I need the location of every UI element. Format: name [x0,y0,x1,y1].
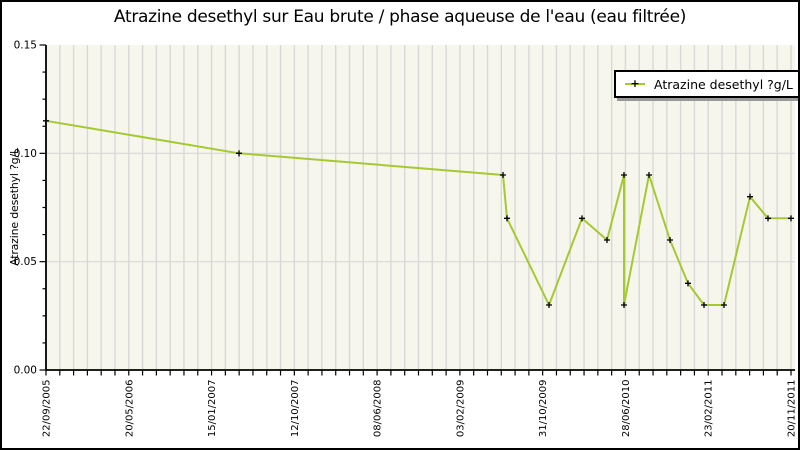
legend-series-marker-icon: + [625,78,645,90]
x-tick-labels: 22/09/2005 20/05/2006 15/01/2007 12/10/2007… [42,380,798,438]
x-tick-label: 22/09/2005 [42,380,53,438]
legend-plus-marker-icon: + [630,77,640,90]
x-tick-label: 20/05/2006 [124,380,135,438]
horizontal-gridlines [46,152,795,263]
y-ticks [39,44,46,371]
x-tick-label: 31/10/2009 [538,380,549,438]
y-tick-label: 0.15 [14,40,37,52]
x-tick-label: 03/02/2009 [455,380,466,438]
data-point-markers [43,117,794,308]
legend: + Atrazine desethyl ?g/L [614,70,798,98]
x-tick-label: 08/06/2008 [373,380,384,438]
vertical-gridlines [59,45,792,370]
chart-title: Atrazine desethyl sur Eau brute / phase … [113,7,687,27]
x-tick-label: 12/10/2007 [290,380,301,438]
x-tick-label: 23/02/2011 [704,380,715,438]
y-tick-label: 0.00 [14,365,37,377]
y-tick-label: 0.05 [14,256,37,268]
x-tick-label: 20/11/2011 [787,380,798,438]
y-tick-label: 0.10 [14,148,37,160]
x-tick-label: 15/01/2007 [207,380,218,438]
y-tick-labels: 0.00 0.05 0.10 0.15 [14,40,37,377]
legend-line-swatch [625,83,645,85]
x-tick-label: 28/06/2010 [621,380,632,438]
legend-label: Atrazine desethyl ?g/L [654,76,793,92]
x-ticks [45,370,792,376]
